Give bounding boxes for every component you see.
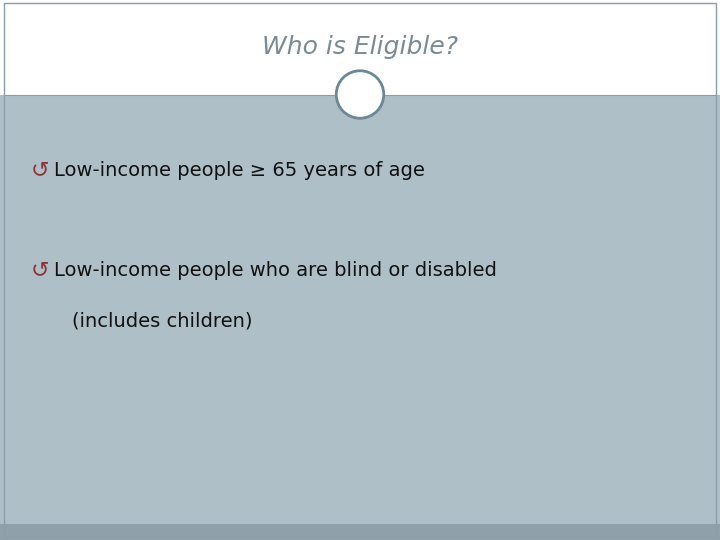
Text: Low-income people who are blind or disabled: Low-income people who are blind or disab… [54, 260, 497, 280]
Text: (includes children): (includes children) [72, 312, 253, 331]
Text: Low-income people ≥ 65 years of age: Low-income people ≥ 65 years of age [54, 160, 425, 180]
Ellipse shape [336, 71, 384, 118]
Text: ↺: ↺ [30, 160, 49, 180]
FancyBboxPatch shape [0, 524, 720, 540]
FancyBboxPatch shape [0, 0, 720, 94]
Text: ↺: ↺ [30, 260, 49, 280]
FancyBboxPatch shape [0, 94, 720, 524]
Text: Who is Eligible?: Who is Eligible? [262, 35, 458, 59]
